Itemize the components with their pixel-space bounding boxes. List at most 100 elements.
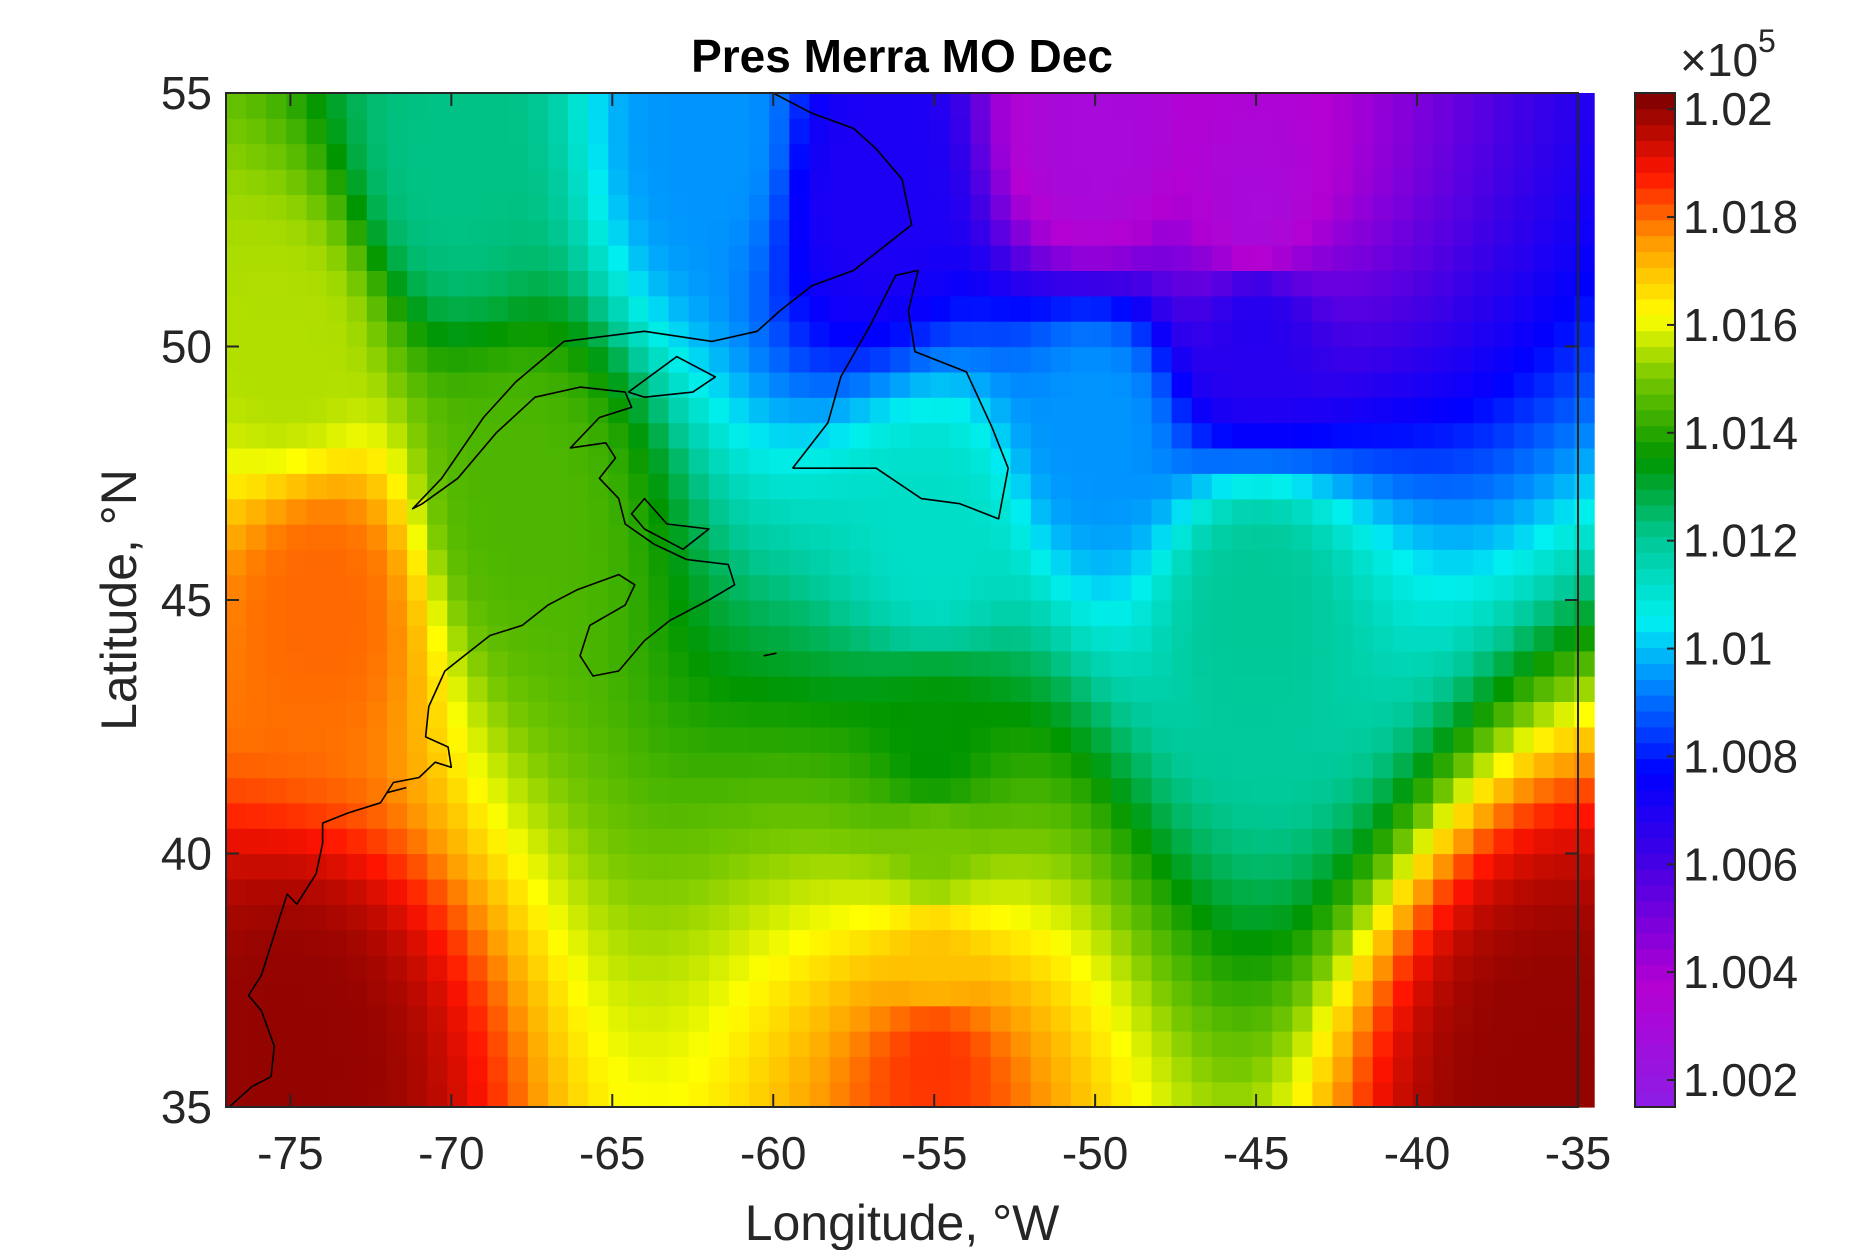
heatmap-cell [970,726,992,753]
heatmap-cell [447,701,468,728]
heatmap-cell [447,346,468,373]
heatmap-cell [1111,625,1132,652]
heatmap-cell [286,118,308,145]
heatmap-cell [1372,93,1394,119]
heatmap-cell [588,118,609,145]
heatmap-cell [286,1005,308,1032]
heatmap-cell [910,777,931,804]
heatmap-cell [1533,1081,1555,1108]
heatmap-cell [1332,1081,1354,1108]
heatmap-cell [306,371,328,398]
heatmap-cell [1392,1031,1414,1057]
heatmap-cell [809,549,831,576]
heatmap-cell [266,422,287,449]
heatmap-cell [668,954,690,981]
heatmap-cell [346,726,368,753]
heatmap-cell [1272,1081,1293,1108]
heatmap-cell [648,625,670,652]
heatmap-cell [306,752,328,779]
heatmap-cell [266,650,287,677]
heatmap-cell [869,600,891,626]
heatmap-cell [1232,169,1253,195]
heatmap-cell [608,929,629,956]
heatmap-cell [849,954,871,981]
heatmap-cell [1272,422,1293,449]
heatmap-cell [366,143,388,170]
heatmap-cell [427,929,448,956]
heatmap-cell [1493,169,1515,195]
colorbar-segment [1635,394,1675,411]
heatmap-cell [849,929,871,956]
heatmap-cell [628,878,650,905]
heatmap-cell [809,676,831,702]
heatmap-cell [869,270,891,297]
x-tick-label: -50 [1062,1127,1128,1179]
heatmap-cell [568,752,589,779]
heatmap-cell [910,752,931,779]
heatmap-cell [1433,549,1454,576]
heatmap-cell [1433,650,1454,677]
heatmap-cell [688,371,710,398]
heatmap-cell [789,574,810,601]
heatmap-cell [346,397,368,424]
heatmap-cell [809,600,831,626]
heatmap-cell [1332,802,1354,829]
colorbar-segment [1635,964,1675,981]
heatmap-cell [1211,625,1233,652]
heatmap-cell [849,270,871,297]
heatmap-cell [1453,93,1474,119]
heatmap-cell [1413,1081,1434,1108]
heatmap-cell [668,270,690,297]
heatmap-cell [487,650,509,677]
heatmap-cell [527,194,549,221]
heatmap-cell [1533,853,1555,880]
heatmap-cell [749,397,770,424]
y-tick-label: 55 [161,67,212,119]
heatmap-cell [226,929,247,956]
heatmap-cell [487,929,509,956]
heatmap-cell [889,878,911,905]
heatmap-cell [1171,219,1193,246]
heatmap-cell [1211,194,1233,221]
colorbar-segment [1635,568,1675,585]
heatmap-cell [1232,498,1253,525]
heatmap-cell [568,1056,589,1083]
heatmap-cell [487,194,509,221]
heatmap-cell [1473,397,1495,424]
heatmap-cell [1191,929,1213,956]
heatmap-cell [668,574,690,601]
heatmap-cell [668,422,690,449]
heatmap-cell [1111,676,1132,702]
heatmap-cell [1574,701,1595,728]
heatmap-cell [588,1005,609,1032]
heatmap-cell [628,169,650,195]
heatmap-cell [306,701,328,728]
heatmap-cell [869,954,891,981]
heatmap-cell [447,802,468,829]
heatmap-cell [1272,752,1293,779]
heatmap-cell [829,701,851,728]
heatmap-cell [1372,726,1394,753]
heatmap-cell [547,980,569,1007]
heatmap-cell [1232,1005,1253,1032]
heatmap-cell [1372,118,1394,145]
heatmap-cell [1111,574,1132,601]
heatmap-cell [1010,524,1032,550]
heatmap-cell [246,118,267,145]
heatmap-cell [950,447,971,474]
heatmap-cell [1392,549,1414,576]
heatmap-cell [1050,447,1072,474]
heatmap-cell [1252,1005,1273,1032]
heatmap-cell [467,1056,489,1083]
heatmap-cell [568,676,589,702]
heatmap-cell [1191,118,1213,145]
heatmap-cell [990,980,1012,1007]
heatmap-cell [507,625,529,652]
heatmap-cell [729,676,750,702]
heatmap-cell [266,980,287,1007]
heatmap-cell [427,245,448,271]
heatmap-cell [628,853,650,880]
heatmap-cell [547,295,569,322]
heatmap-cell [1453,600,1474,626]
heatmap-cell [1191,422,1213,449]
